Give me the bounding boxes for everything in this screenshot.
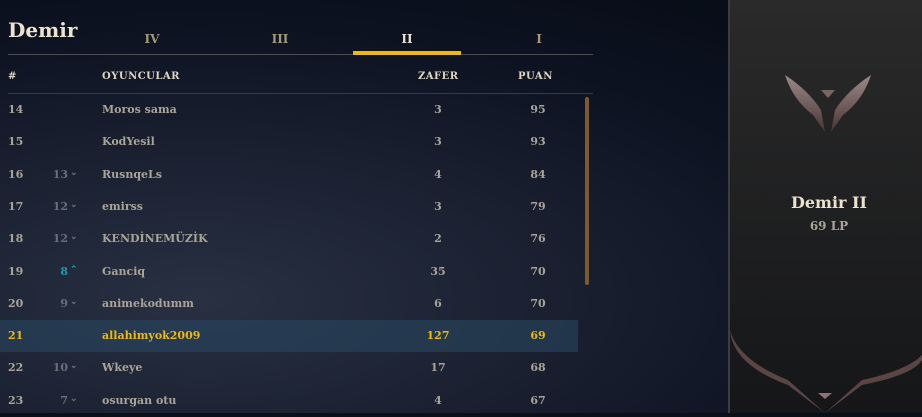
points: 70 — [530, 296, 546, 310]
wins: 6 — [434, 296, 442, 310]
tab-i[interactable]: I — [536, 32, 542, 46]
leaderboard-row[interactable]: 19 8 ⌃ Ganciq 35 70 — [0, 256, 578, 288]
points: 79 — [530, 199, 546, 213]
leaderboard-row[interactable]: 22 10 ⌄ Wkeye 17 68 — [0, 352, 578, 384]
leaderboard-row[interactable]: 14 Moros sama 3 95 — [0, 94, 578, 126]
player-name[interactable]: emirss — [102, 199, 143, 213]
points: 69 — [530, 329, 546, 343]
previous-rank: 10 — [52, 361, 68, 375]
rank-name: Demir II — [790, 193, 868, 212]
header-rank: # — [8, 71, 17, 82]
points: 68 — [530, 361, 546, 375]
points: 93 — [530, 135, 546, 149]
points: 70 — [530, 264, 546, 278]
scrollbar[interactable] — [585, 97, 589, 285]
trend-down-icon: ⌄ — [70, 296, 78, 307]
active-tab-indicator — [353, 51, 461, 55]
player-name[interactable]: allahimyok2009 — [102, 329, 201, 343]
points: 84 — [530, 167, 546, 181]
tab-ii[interactable]: II — [401, 32, 413, 46]
previous-rank: 7 — [60, 393, 68, 407]
wins: 4 — [434, 393, 442, 407]
previous-rank: 8 — [60, 264, 68, 278]
header-points: PUAN — [518, 71, 553, 82]
wins: 2 — [434, 232, 442, 246]
previous-rank: 12 — [52, 232, 68, 246]
rank: 18 — [8, 232, 24, 246]
rank: 19 — [8, 264, 24, 278]
previous-rank: 9 — [60, 296, 68, 310]
player-name[interactable]: Moros sama — [102, 103, 177, 116]
leaderboard-row[interactable]: 17 12 ⌄ emirss 3 79 — [0, 191, 578, 223]
rank: 20 — [8, 296, 24, 310]
rank: 16 — [8, 167, 24, 181]
rank: 17 — [8, 199, 24, 213]
leaderboard-row[interactable]: 16 13 ⌄ RusnqeLs 4 84 — [0, 159, 578, 191]
previous-rank: 12 — [52, 199, 68, 213]
rank: 14 — [8, 103, 24, 116]
divider — [8, 93, 593, 94]
wins: 35 — [430, 264, 446, 278]
points: 95 — [530, 103, 546, 116]
rank-banner — [728, 0, 922, 413]
player-name[interactable]: KENDİNEMÜZİK — [102, 232, 208, 246]
player-name[interactable]: Wkeye — [102, 361, 143, 375]
wins: 3 — [434, 103, 442, 116]
current-user-row[interactable]: 21 allahimyok2009 127 69 — [0, 320, 578, 353]
trend-down-icon: ⌄ — [70, 199, 78, 210]
wins: 4 — [434, 167, 442, 181]
rank: 15 — [8, 135, 24, 149]
header-players: OYUNCULAR — [102, 71, 180, 82]
previous-rank: 13 — [52, 167, 68, 181]
leaderboard-row[interactable]: 23 7 ⌄ osurgan otu 4 67 — [0, 385, 578, 417]
trend-up-icon: ⌃ — [70, 264, 78, 275]
tab-iv[interactable]: IV — [144, 32, 160, 46]
league-points: 69 LP — [809, 219, 849, 233]
wins: 3 — [434, 135, 442, 149]
player-name[interactable]: RusnqeLs — [102, 167, 162, 181]
player-name[interactable]: osurgan otu — [102, 393, 177, 407]
points: 67 — [530, 393, 546, 407]
player-name[interactable]: Ganciq — [102, 264, 146, 278]
wins: 3 — [434, 199, 442, 213]
header-wins: ZAFER — [418, 71, 459, 82]
trend-down-icon: ⌄ — [70, 232, 78, 243]
leaderboard-row[interactable]: 18 12 ⌄ KENDİNEMÜZİK 2 76 — [0, 223, 578, 255]
banner-ornament-icon — [730, 330, 922, 413]
points: 76 — [530, 232, 546, 246]
division-tabs: IV III II I — [8, 28, 593, 55]
leaderboard-row[interactable]: 15 KodYesil 3 93 — [0, 126, 578, 158]
trend-down-icon: ⌄ — [70, 393, 78, 404]
wins: 17 — [430, 361, 446, 375]
trend-down-icon: ⌄ — [70, 167, 78, 178]
rank: 23 — [8, 393, 24, 407]
trend-down-icon: ⌄ — [70, 361, 78, 372]
page-title: Demir — [8, 18, 78, 42]
player-name[interactable]: KodYesil — [102, 135, 155, 149]
leaderboard-row[interactable]: 20 9 ⌄ animekodumm 6 70 — [0, 288, 578, 320]
tab-iii[interactable]: III — [271, 32, 289, 46]
player-name[interactable]: animekodumm — [102, 296, 194, 310]
wins: 127 — [426, 329, 450, 343]
rank: 21 — [8, 329, 24, 343]
rank: 22 — [8, 361, 24, 375]
iron-emblem-icon — [785, 75, 871, 132]
